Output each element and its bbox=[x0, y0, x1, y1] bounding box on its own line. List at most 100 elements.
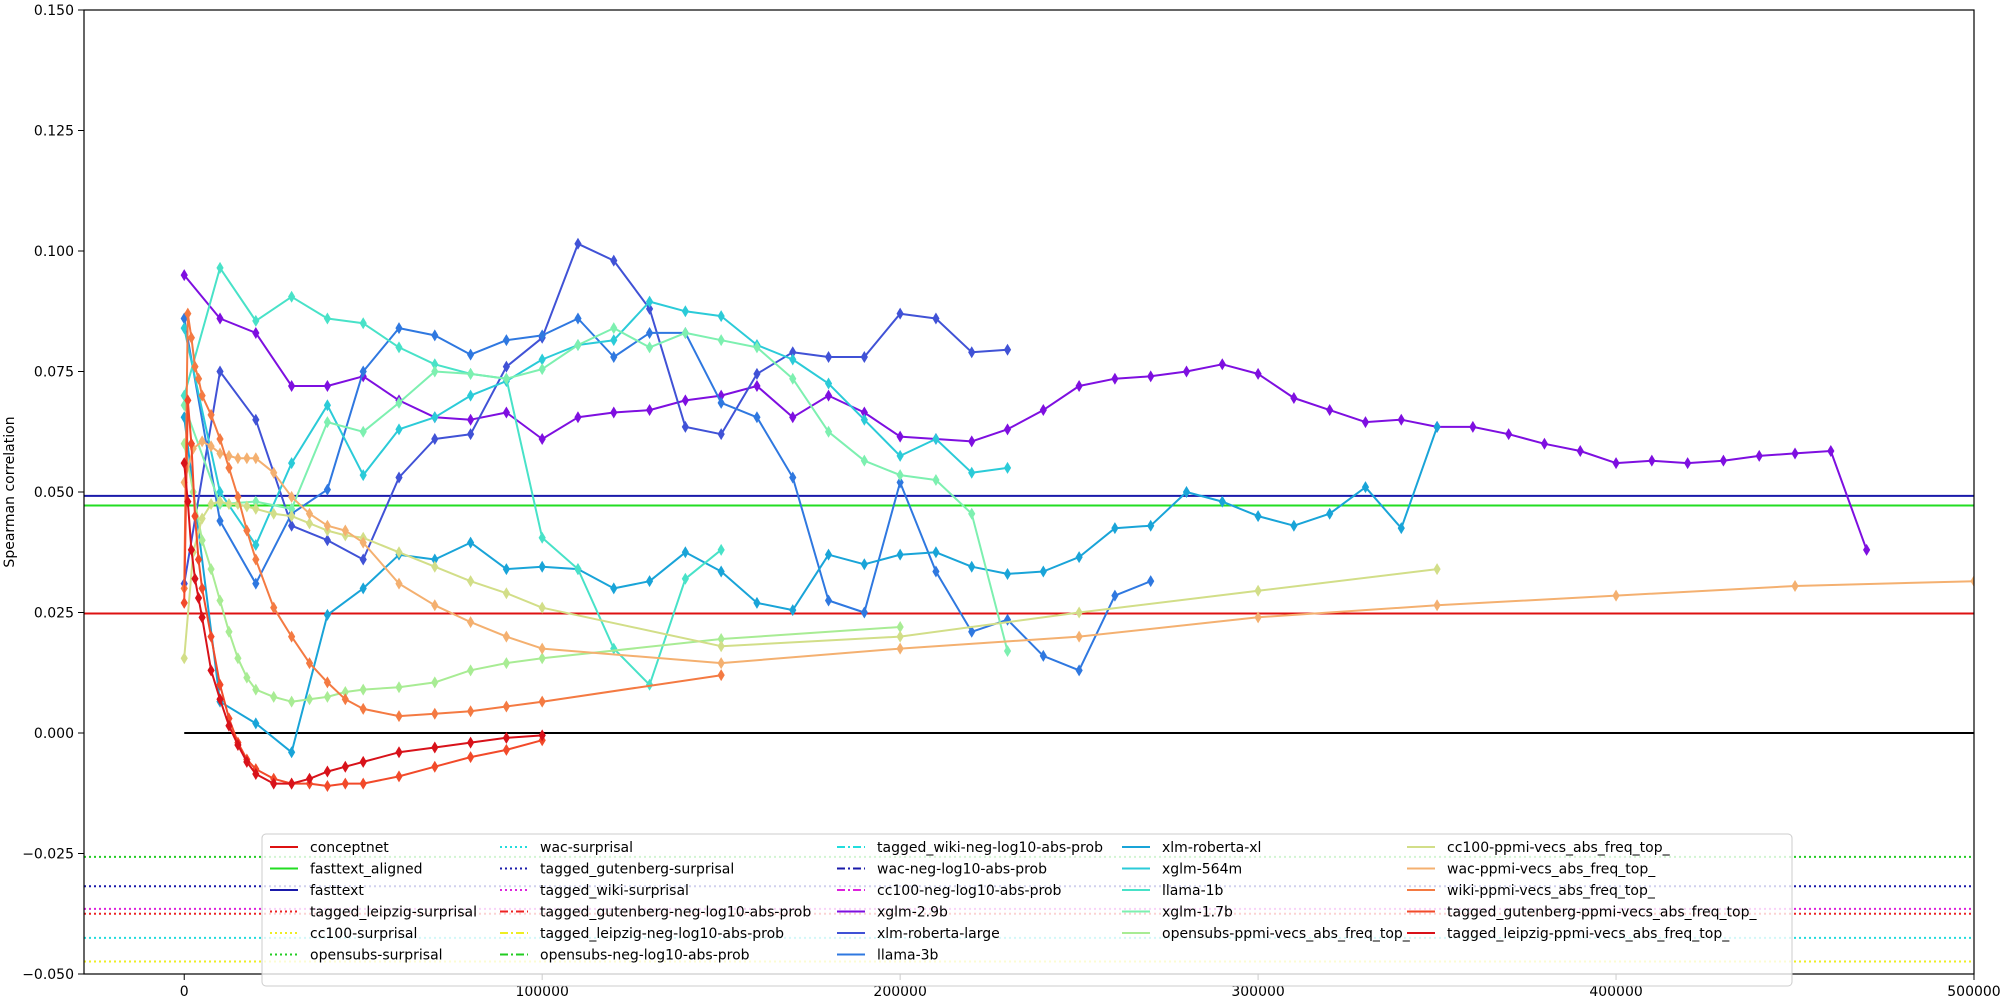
data-point bbox=[1254, 510, 1262, 523]
data-point bbox=[466, 664, 475, 677]
legend-entry-fasttext-aligned: fasttext_aligned bbox=[270, 862, 423, 878]
data-point bbox=[717, 633, 725, 646]
data-point bbox=[288, 630, 296, 643]
data-point bbox=[860, 351, 868, 364]
x-tick-label: 100000 bbox=[515, 984, 568, 1000]
data-point bbox=[1361, 481, 1370, 494]
data-point bbox=[359, 582, 367, 595]
legend-label: tagged_gutenberg-surprisal bbox=[540, 862, 734, 878]
data-point bbox=[395, 746, 403, 759]
series-xglm-564m bbox=[180, 295, 1012, 552]
legend-label: tagged_wiki-neg-log10-abs-prob bbox=[877, 840, 1103, 856]
legend-label: xglm-1.7b bbox=[1162, 905, 1233, 921]
y-tick-label: 0.150 bbox=[34, 3, 74, 19]
data-point bbox=[207, 408, 215, 421]
data-point bbox=[252, 413, 260, 426]
data-point bbox=[645, 326, 654, 339]
legend-label: xlm-roberta-xl bbox=[1162, 840, 1261, 856]
data-point bbox=[187, 437, 195, 450]
data-point bbox=[1576, 445, 1584, 458]
data-point bbox=[896, 476, 904, 489]
data-point bbox=[502, 731, 510, 744]
data-point bbox=[288, 519, 296, 532]
data-point bbox=[198, 582, 206, 595]
legend-label: tagged_leipzig-surprisal bbox=[310, 905, 477, 921]
data-point bbox=[323, 483, 332, 496]
data-point bbox=[466, 575, 475, 588]
data-point bbox=[1290, 519, 1298, 532]
data-point bbox=[538, 695, 546, 708]
data-point bbox=[1147, 519, 1155, 532]
data-point bbox=[645, 341, 654, 354]
data-point bbox=[932, 432, 940, 445]
data-point bbox=[1433, 420, 1441, 433]
data-point bbox=[198, 512, 206, 525]
data-point bbox=[359, 702, 367, 715]
data-point bbox=[184, 394, 192, 407]
legend-entry-tagged-leipzig-ppmi-vecs-abs-freq-top: tagged_leipzig-ppmi-vecs_abs_freq_top_ bbox=[1407, 926, 1730, 942]
data-point bbox=[431, 599, 439, 612]
data-point bbox=[216, 594, 224, 607]
data-point bbox=[1003, 567, 1012, 580]
data-point bbox=[187, 543, 195, 556]
data-point bbox=[538, 531, 546, 544]
data-point bbox=[207, 498, 215, 511]
y-tick-label: 0.075 bbox=[34, 365, 74, 381]
data-point bbox=[1433, 563, 1441, 576]
data-point bbox=[194, 592, 203, 605]
series-line bbox=[183, 274, 1868, 551]
legend-label: cc100-ppmi-vecs_abs_freq_top_ bbox=[1447, 840, 1671, 856]
data-point bbox=[610, 406, 618, 419]
data-point bbox=[191, 510, 199, 523]
data-point bbox=[243, 524, 251, 537]
data-point bbox=[431, 560, 439, 573]
data-point bbox=[896, 548, 904, 561]
data-point bbox=[968, 560, 976, 573]
data-point bbox=[395, 471, 403, 484]
data-point bbox=[1003, 343, 1012, 356]
legend-entry-opensubs-ppmi-vecs-abs-freq-top: opensubs-ppmi-vecs_abs_freq_top_ bbox=[1122, 926, 1411, 942]
legend-entry-tagged-gutenberg-neg-log10-abs-prob: tagged_gutenberg-neg-log10-abs-prob bbox=[500, 905, 811, 921]
data-point bbox=[288, 695, 296, 708]
data-point bbox=[824, 594, 833, 607]
data-point bbox=[216, 486, 224, 498]
data-point bbox=[288, 502, 296, 515]
data-point bbox=[645, 295, 654, 308]
data-point bbox=[323, 399, 332, 412]
data-point bbox=[789, 346, 797, 359]
legend-entry-llama-3b: llama-3b bbox=[837, 948, 939, 964]
data-point bbox=[431, 707, 439, 720]
legend-entry-opensubs-neg-log10-abs-prob: opensubs-neg-log10-abs-prob bbox=[500, 948, 750, 964]
data-point bbox=[968, 466, 976, 479]
series-tagged-leipzig-ppmi-vecs-abs-freq-top bbox=[180, 457, 546, 790]
data-point bbox=[717, 640, 725, 653]
series-lines bbox=[180, 237, 1974, 793]
data-point bbox=[466, 367, 475, 380]
data-point bbox=[323, 312, 332, 325]
data-point bbox=[359, 469, 367, 482]
legend-label: tagged_wiki-surprisal bbox=[540, 883, 689, 899]
data-point bbox=[191, 572, 199, 585]
data-point bbox=[216, 432, 224, 445]
data-point bbox=[323, 379, 332, 392]
data-point bbox=[207, 440, 215, 453]
legend-label: wac-neg-log10-abs-prob bbox=[877, 862, 1047, 878]
data-point bbox=[323, 780, 332, 793]
data-point bbox=[681, 394, 689, 407]
data-point bbox=[1505, 428, 1513, 441]
data-point bbox=[1397, 413, 1405, 426]
legend-entry-opensubs-surprisal: opensubs-surprisal bbox=[270, 948, 443, 964]
data-point bbox=[1469, 420, 1477, 433]
data-point bbox=[216, 495, 224, 508]
data-point bbox=[431, 365, 439, 378]
data-point bbox=[753, 367, 761, 380]
data-point bbox=[184, 495, 192, 508]
data-point bbox=[610, 334, 618, 347]
data-point bbox=[1218, 358, 1226, 371]
data-point bbox=[717, 389, 725, 402]
data-point bbox=[252, 326, 260, 339]
data-point bbox=[538, 560, 546, 573]
data-point bbox=[341, 686, 349, 699]
